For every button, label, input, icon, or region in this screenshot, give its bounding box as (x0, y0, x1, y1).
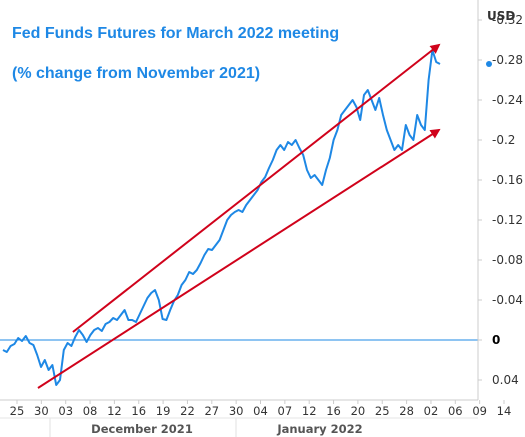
y-tick-label: -0.24 (492, 93, 523, 107)
chart-subtitle: (% change from November 2021) (12, 65, 260, 82)
x-tick-label: 04 (253, 404, 268, 418)
y-tick-label: -0.28 (492, 53, 523, 67)
trend-line-upper (72, 43, 441, 333)
last-value-marker (486, 61, 492, 67)
x-tick-label: 30 (229, 404, 244, 418)
trend-line-lower (37, 128, 441, 389)
chart-title: Fed Funds Futures for March 2022 meeting (12, 25, 339, 42)
x-tick-label: 12 (302, 404, 317, 418)
x-tick-label: 22 (180, 404, 195, 418)
x-tick-label: 09 (472, 404, 487, 418)
x-tick-label: 20 (351, 404, 366, 418)
x-tick-label: 16 (326, 404, 341, 418)
x-tick-label: 30 (34, 404, 49, 418)
x-tick-label: 14 (497, 404, 512, 418)
x-tick-label: 16 (131, 404, 146, 418)
y-tick-label: -0.2 (492, 133, 515, 147)
y-axis: -0.32 -0.28 -0.24 -0.2 -0.16 -0.12 -0.08 -0.04 0… (478, 13, 523, 387)
x-tick-label: 19 (156, 404, 171, 418)
y-tick-label: 0 (492, 333, 500, 347)
x-tick-label: 06 (448, 404, 463, 418)
series-line (2, 49, 441, 386)
x-tick-label: 02 (424, 404, 439, 418)
x-tick-label: 25 (10, 404, 25, 418)
x-axis: 25 30 03 08 12 16 19 22 27 30 04 07 12 16 20 25 28 02 06 09… (10, 400, 512, 437)
y-tick-label: -0.04 (492, 293, 523, 307)
y-tick-label: -0.32 (492, 13, 523, 27)
x-tick-label: 12 (107, 404, 122, 418)
y-tick-label: -0.16 (492, 173, 523, 187)
x-month-label: January 2022 (276, 422, 362, 436)
x-tick-label: 27 (204, 404, 219, 418)
x-tick-label: 08 (83, 404, 98, 418)
x-tick-label: 28 (399, 404, 414, 418)
y-tick-label: -0.08 (492, 253, 523, 267)
x-tick-label: 07 (278, 404, 293, 418)
x-tick-label: 03 (58, 404, 73, 418)
y-tick-label: -0.12 (492, 213, 523, 227)
x-month-label: December 2021 (91, 422, 193, 436)
plot-area (0, 0, 478, 400)
y-unit-label: USD (487, 9, 515, 23)
y-tick-label: 0.04 (492, 373, 519, 387)
x-tick-label: 25 (375, 404, 390, 418)
